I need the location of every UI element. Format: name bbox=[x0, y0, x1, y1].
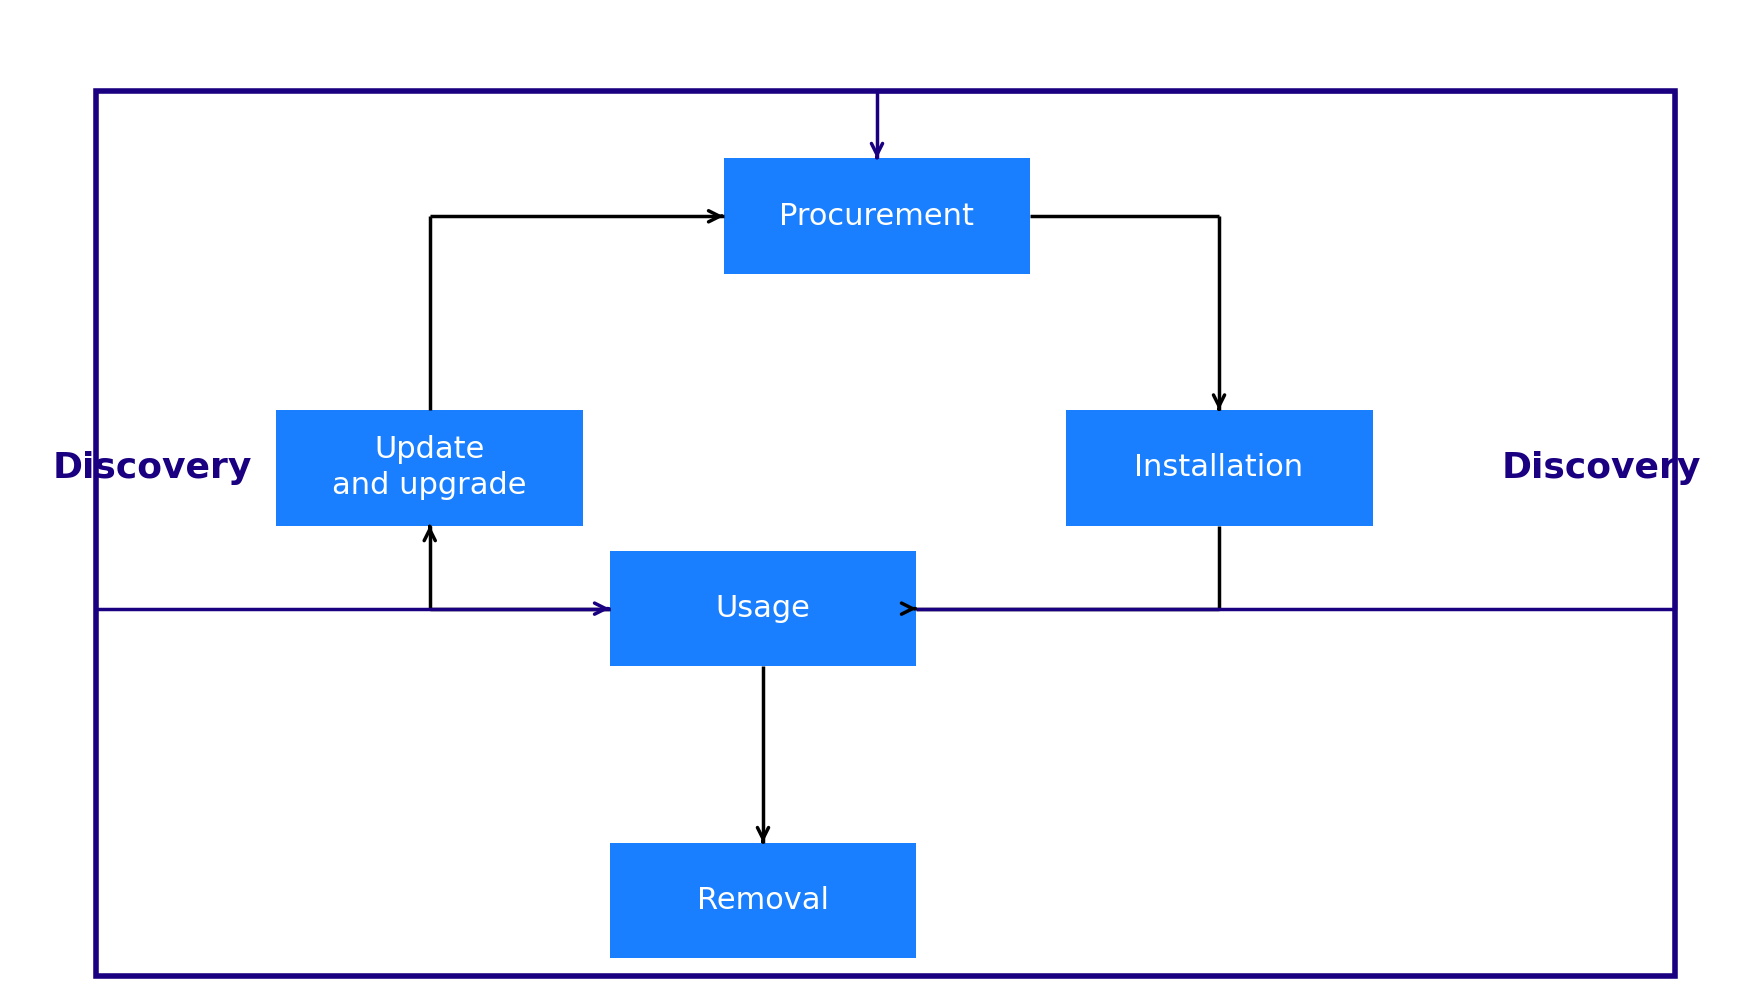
Bar bbox=[96, 91, 1675, 976]
Text: Removal: Removal bbox=[696, 886, 830, 914]
FancyBboxPatch shape bbox=[610, 843, 916, 958]
Text: Usage: Usage bbox=[716, 595, 810, 623]
Text: Discovery: Discovery bbox=[1501, 451, 1701, 485]
Text: Discovery: Discovery bbox=[53, 451, 253, 485]
Text: Installation: Installation bbox=[1135, 454, 1303, 482]
FancyBboxPatch shape bbox=[277, 410, 582, 525]
FancyBboxPatch shape bbox=[723, 158, 1030, 275]
Text: Update
and upgrade: Update and upgrade bbox=[333, 436, 526, 500]
FancyBboxPatch shape bbox=[1065, 410, 1372, 525]
Text: Procurement: Procurement bbox=[779, 202, 975, 230]
FancyBboxPatch shape bbox=[610, 551, 916, 666]
